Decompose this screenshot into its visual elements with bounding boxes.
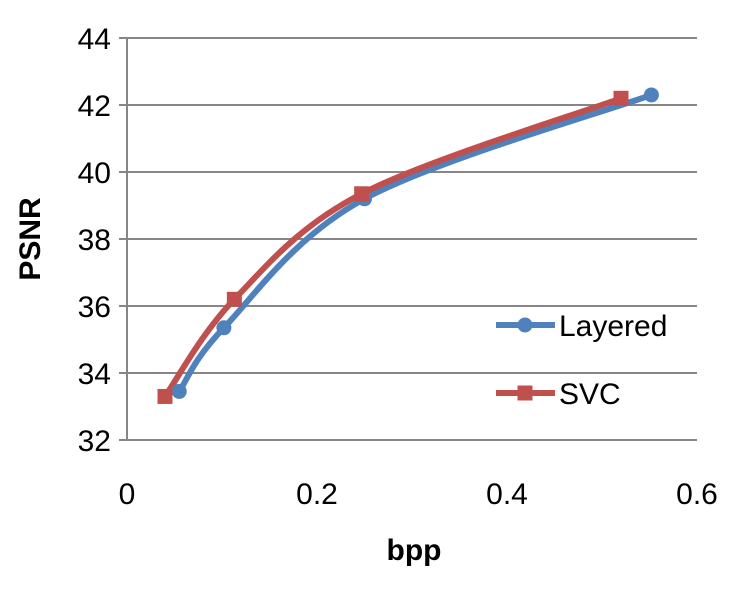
y-tick-label: 40 xyxy=(78,157,111,190)
legend: Layered SVC xyxy=(496,310,667,411)
y-tick-label: 36 xyxy=(78,291,111,324)
y-tick-label: 34 xyxy=(78,358,111,391)
legend-label-svc: SVC xyxy=(559,378,621,411)
data-point-layered xyxy=(643,87,659,103)
x-tick-label: 0.4 xyxy=(486,478,528,511)
y-tick-label: 38 xyxy=(78,224,111,257)
data-point-svc xyxy=(226,291,242,307)
y-tick-label: 44 xyxy=(78,23,111,56)
y-tick-label: 32 xyxy=(78,425,111,458)
x-tick-label: 0.2 xyxy=(296,478,338,511)
y-tick-labels: 32 34 36 38 40 42 44 xyxy=(78,23,111,458)
series-lines xyxy=(162,91,655,400)
data-point-layered xyxy=(171,383,187,399)
legend-marker-layered xyxy=(517,317,533,333)
x-axis-title: bpp xyxy=(387,534,442,567)
data-point-layered xyxy=(216,320,232,336)
series-line-svc xyxy=(162,95,624,400)
y-axis-title: PSNR xyxy=(14,197,47,281)
x-tick-label: 0 xyxy=(119,478,136,511)
x-tick-label: 0.6 xyxy=(676,478,718,511)
x-tick-labels: 0 0.2 0.4 0.6 xyxy=(119,478,718,511)
data-point-svc xyxy=(613,90,629,106)
y-tick-label: 42 xyxy=(78,90,111,123)
legend-marker-svc xyxy=(517,385,533,401)
data-point-svc xyxy=(354,186,370,202)
legend-label-layered: Layered xyxy=(559,310,667,343)
data-point-svc xyxy=(157,388,173,404)
series-line-layered xyxy=(176,91,655,395)
series-markers xyxy=(157,87,659,404)
